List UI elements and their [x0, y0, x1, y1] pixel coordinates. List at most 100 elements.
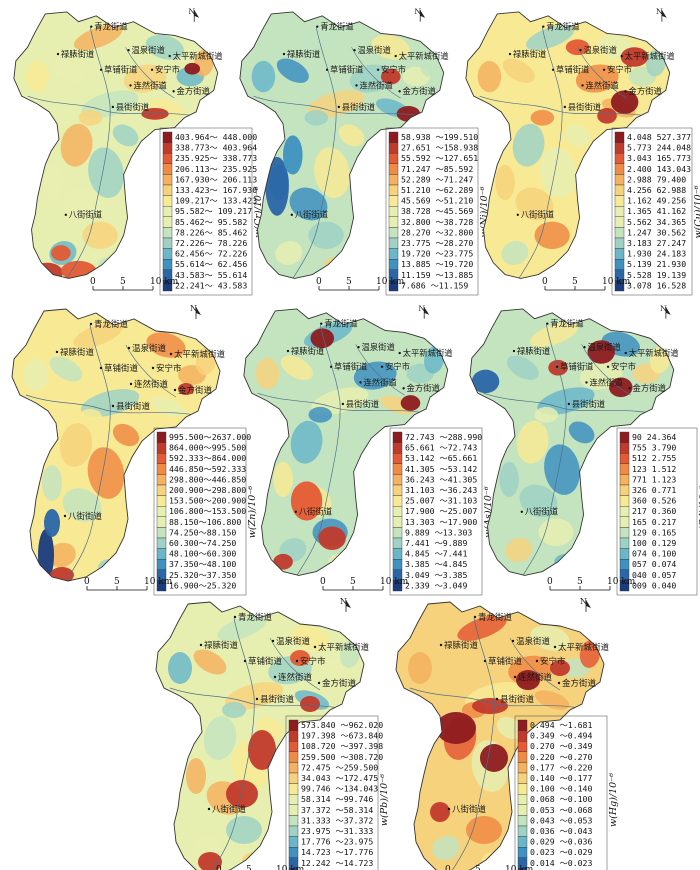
legend-label: 25.320～37.350: [169, 570, 236, 580]
place-label: 青龙街道: [94, 22, 127, 32]
legend-swatch: [619, 516, 630, 528]
legend-label: 58.938 ～199.510: [401, 132, 478, 142]
legend-label: 31.103 ～36.243: [405, 485, 477, 495]
legend-swatch: [388, 195, 399, 207]
legend-swatch: [162, 163, 173, 175]
place-label: 县街街道: [342, 102, 375, 112]
legend-swatch: [162, 205, 173, 217]
legend-label: 057 0.074: [632, 559, 676, 569]
scale-tick-label: 10 km: [150, 277, 179, 287]
legend-swatch: [162, 152, 173, 164]
legend-label: 14.723 ～17.776: [301, 847, 373, 857]
legend-label: 592.333～864.000: [169, 453, 246, 463]
north-label: N: [188, 7, 195, 16]
scale-bar: 0 5 10 km: [316, 277, 405, 291]
legend-swatch: [388, 163, 399, 175]
scale-bar: 0 5 10 km: [445, 865, 534, 870]
legend-label: 040 0.057: [632, 570, 676, 580]
legend-swatch: [388, 227, 399, 239]
legend-label: 90 24.364: [632, 432, 676, 442]
legend-swatch: [388, 184, 399, 196]
place-label: 禄脿街道: [61, 49, 94, 59]
scale-tick-label: 10 km: [380, 577, 409, 587]
legend-swatch: [614, 248, 625, 260]
scale-tick-label: 5: [114, 577, 120, 587]
legend-swatch: [614, 205, 625, 217]
legend-label: 0.053 ～0.068: [530, 805, 592, 815]
legend-swatch: [517, 741, 528, 753]
legend-label: 99.746 ～134.043: [301, 784, 378, 794]
legend-label: 25.007 ～31.103: [405, 496, 477, 506]
legend-swatch: [517, 719, 528, 731]
legend-label: 009 0.040: [632, 580, 676, 590]
north-label: N: [190, 304, 197, 313]
legend-swatch: [388, 237, 399, 249]
legend-swatch: [388, 280, 399, 292]
legend-label: 13.885 ～19.720: [401, 259, 473, 269]
axis-label-cu: w(Cu)/10⁻⁶: [693, 185, 700, 238]
legend-swatch: [156, 474, 167, 486]
axis-label-pb: w(Pb)/10⁻⁶: [379, 774, 390, 826]
place-label: 金方街道: [562, 678, 597, 689]
legend-swatch: [162, 227, 173, 239]
legend-label: 23.775 ～28.270: [401, 238, 473, 248]
place-label: 连然街道: [359, 80, 392, 90]
legend-label: 129 0.165: [632, 527, 676, 537]
place-label: 温泉街道: [583, 45, 616, 55]
scale-tick-label: 10 km: [607, 577, 636, 587]
place-label: 太平新城街道: [399, 51, 449, 61]
place-label: 安宁市: [611, 362, 636, 372]
legend-label: 62.456～ 72.226: [175, 249, 247, 259]
legend-label: 3.043 165.773: [627, 153, 691, 163]
legend-swatch: [614, 163, 625, 175]
legend-label: 78.226～ 85.462: [175, 227, 247, 237]
legend-swatch: [162, 131, 173, 143]
place-label: 禄脿街道: [287, 49, 320, 59]
north-label: N: [656, 7, 663, 16]
place-label: 青龙街道: [324, 319, 357, 329]
scale-tick-label: 5: [120, 277, 126, 287]
scale-tick-label: 0: [84, 577, 90, 587]
legend-label: 133.423～ 167.930: [175, 185, 257, 195]
legend-label: 3.078 16.528: [627, 280, 686, 290]
legend-swatch: [619, 431, 630, 443]
legend-label: 755 3.790: [632, 443, 676, 453]
legend-swatch: [614, 237, 625, 249]
legend-swatch: [156, 453, 167, 465]
legend-label: 3.385 ～4.845: [405, 559, 467, 569]
legend-label: 5.773 244.048: [627, 143, 691, 153]
legend-swatch: [288, 772, 299, 784]
legend-swatch: [288, 825, 299, 837]
place-label: 温泉街道: [357, 45, 390, 55]
legend-label: 1.247 30.562: [627, 227, 686, 237]
place-label: 青龙街道: [546, 22, 579, 32]
region-outline: [155, 601, 365, 870]
legend-label: 65.661 ～72.743: [405, 443, 477, 453]
legend-swatch: [619, 442, 630, 454]
legend-swatch: [614, 227, 625, 239]
place-label: 金方街道: [178, 385, 213, 396]
place-label: 草铺街道: [104, 363, 139, 374]
axis-label-cr: w(Cr)/10⁻⁶: [253, 186, 264, 238]
legend-label: 0.270 ～0.349: [530, 741, 592, 751]
place-label: 连然街道: [518, 672, 553, 683]
legend-label: 7.686 ～11.159: [401, 280, 468, 290]
legend-label: 17.900 ～25.007: [405, 506, 477, 516]
legend-label: 55.592 ～127.651: [401, 153, 478, 163]
legend-label: 2.339 ～3.049: [405, 580, 467, 590]
legend-label: 72.743 ～288.990: [405, 432, 482, 442]
legend-swatch: [388, 131, 399, 143]
legend-swatch: [388, 259, 399, 271]
legend-swatch: [619, 527, 630, 539]
legend-label: 0.014 ～0.023: [530, 858, 592, 868]
legend-swatch: [392, 580, 403, 592]
legend-label: 108.720 ～397.398: [301, 741, 383, 751]
legend-swatch: [392, 463, 403, 475]
scale-tick-label: 0: [445, 865, 451, 870]
legend-label: 153.500～200.900: [169, 496, 246, 506]
legend-label: 22.241～ 43.583: [175, 280, 247, 290]
legend-label: 0.494 ～1.681: [530, 720, 592, 730]
legend-swatch: [288, 847, 299, 859]
